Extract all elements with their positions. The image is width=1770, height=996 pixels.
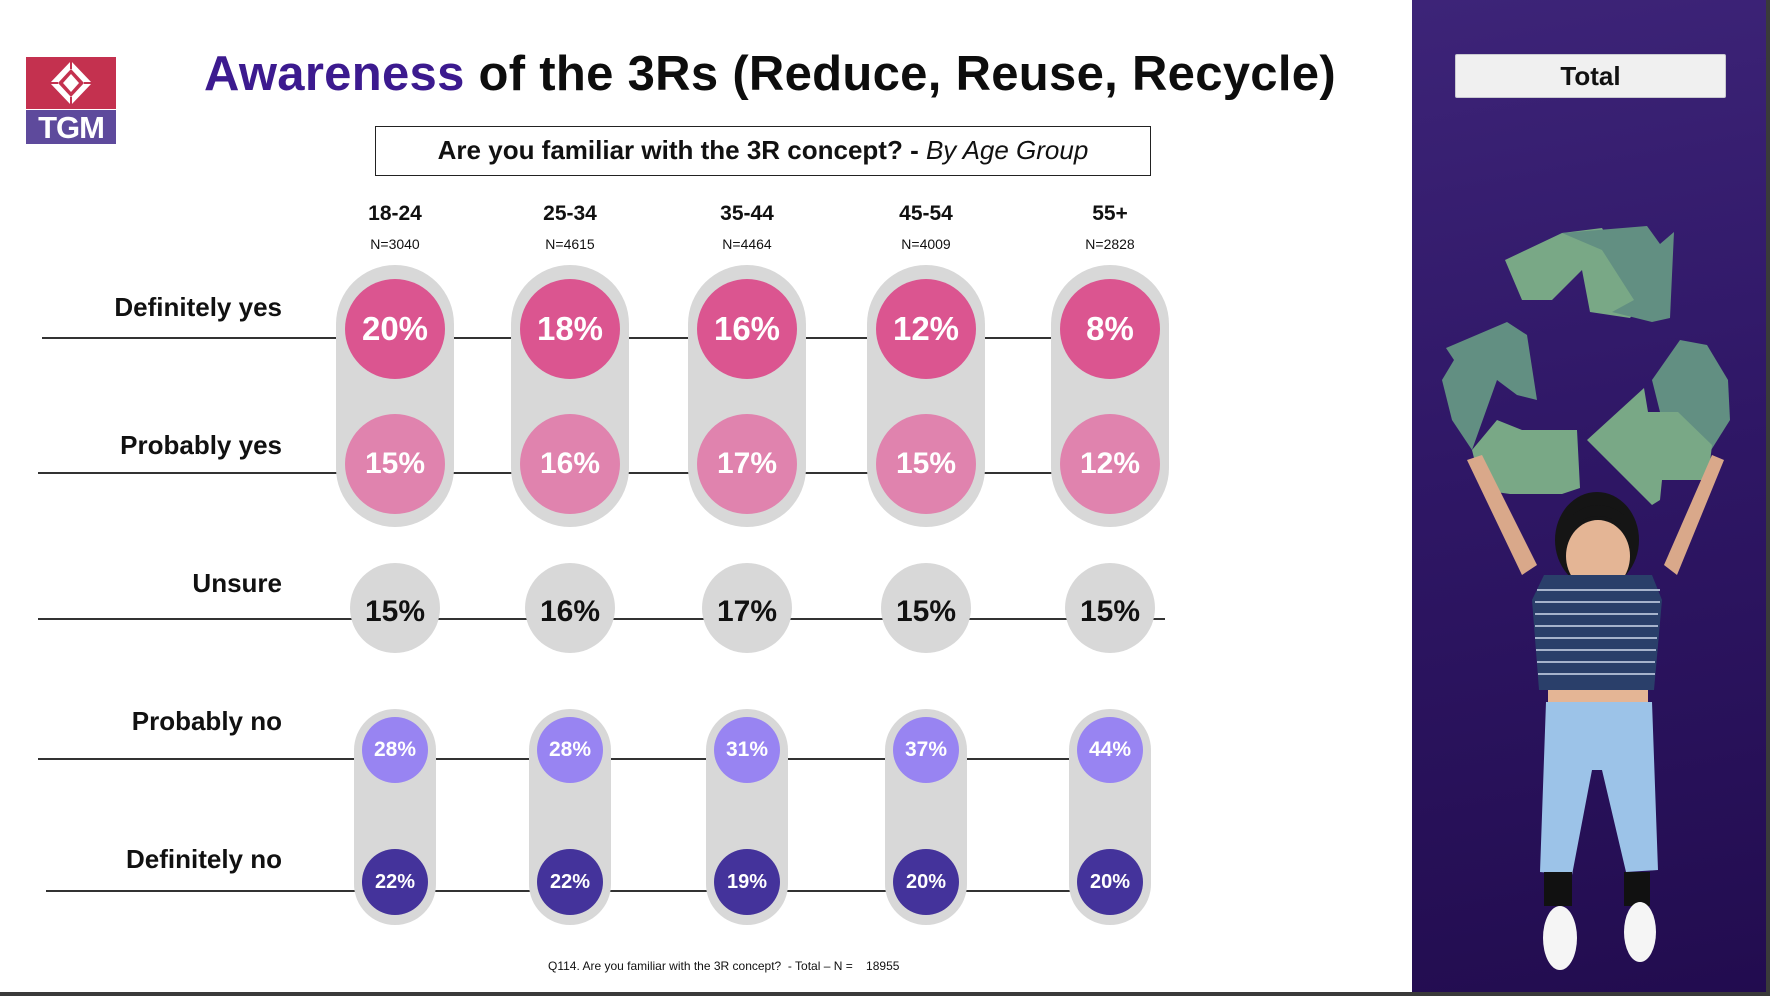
value-bubble: 12% (1060, 414, 1160, 514)
recycle-icon (1442, 226, 1730, 505)
question-by: By Age Group (925, 135, 1089, 165)
value-bubble: 18% (520, 279, 620, 379)
value-bubble: 8% (1060, 279, 1160, 379)
value-bubble: 15% (895, 595, 957, 628)
title-rest: of the 3Rs (Reduce, Reuse, Recycle) (464, 47, 1336, 101)
value-bubble: 19% (714, 849, 780, 915)
column-header: 55+ (1092, 202, 1128, 225)
value-bubble: 28% (362, 717, 428, 783)
child-figure (1467, 455, 1724, 970)
page-title: Awareness of the 3Rs (Reduce, Reuse, Rec… (0, 46, 1540, 102)
value-bubble: 44% (1077, 717, 1143, 783)
row-label: Definitely yes (114, 292, 282, 322)
value-bubble: 22% (362, 849, 428, 915)
value-bubble: 17% (697, 414, 797, 514)
unsure-circle-background (1065, 563, 1155, 653)
column-header: 25-34 (543, 202, 597, 225)
value-bubble: 20% (893, 849, 959, 915)
sample-size: N=4615 (545, 236, 595, 252)
total-button[interactable]: Total (1455, 54, 1726, 98)
row-label: Probably no (131, 706, 282, 736)
value-bubble: 37% (893, 717, 959, 783)
row-label: Definitely no (125, 844, 282, 874)
value-bubble: 22% (537, 849, 603, 915)
value-bubble: 31% (714, 717, 780, 783)
sample-size: N=4464 (722, 236, 772, 252)
diamond-logo-icon (26, 57, 116, 109)
sample-size: N=2828 (1085, 236, 1135, 252)
footnote: Q114. Are you familiar with the 3R conce… (548, 959, 900, 973)
row-label: Probably yes (120, 430, 282, 460)
value-bubble: 20% (1077, 849, 1143, 915)
value-bubble: 20% (345, 279, 445, 379)
value-bubble: 15% (345, 414, 445, 514)
value-bubble: 15% (876, 414, 976, 514)
value-bubble: 16% (539, 595, 601, 628)
unsure-circle-background (525, 563, 615, 653)
value-bubble: 16% (697, 279, 797, 379)
value-bubble: 17% (716, 595, 778, 628)
logo-text: TGM (26, 110, 116, 145)
sample-size: N=4009 (901, 236, 951, 252)
child-holding-recycle-sign-photo (1442, 226, 1730, 970)
column-header: 18-24 (368, 202, 422, 225)
question-box: Are you familiar with the 3R concept? - … (375, 126, 1151, 176)
tgm-logo: TGM (26, 57, 116, 145)
sample-size: N=3040 (370, 236, 420, 252)
value-bubble: 15% (364, 595, 426, 628)
question-text: Are you familiar with the 3R concept? - (437, 135, 926, 165)
unsure-circle-background (881, 563, 971, 653)
unsure-circle-background (350, 563, 440, 653)
value-bubble: 16% (520, 414, 620, 514)
value-bubble: 12% (876, 279, 976, 379)
title-accent: Awareness (204, 47, 465, 101)
unsure-circle-background (702, 563, 792, 653)
value-bubble: 15% (1079, 595, 1141, 628)
column-header: 45-54 (899, 202, 953, 225)
value-bubble: 28% (537, 717, 603, 783)
row-label: Unsure (192, 568, 282, 598)
column-header: 35-44 (720, 202, 774, 225)
right-panel: Total (1412, 0, 1766, 992)
